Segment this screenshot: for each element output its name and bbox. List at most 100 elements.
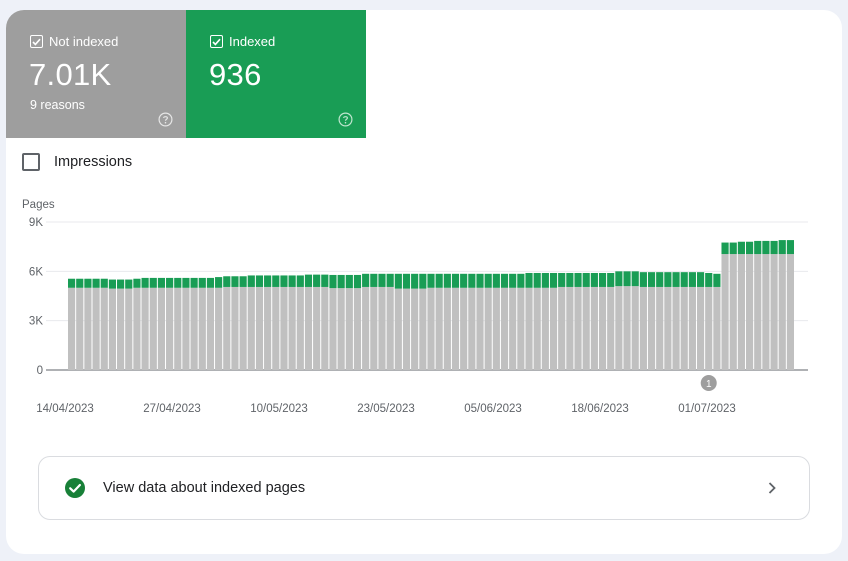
bar-not-indexed [76,287,84,370]
bar-indexed [304,274,313,287]
bar-not-indexed [509,287,517,370]
bar-not-indexed [729,254,737,370]
bar-indexed [100,278,108,288]
impressions-toggle[interactable]: Impressions [22,153,132,171]
help-icon[interactable] [338,112,353,127]
bar-indexed [598,272,607,287]
not-indexed-tile[interactable]: Not indexed 7.01K 9 reasons [6,10,186,138]
bar-not-indexed [631,286,639,370]
bar-indexed [533,272,541,288]
bar-not-indexed [533,287,541,370]
bar-not-indexed [231,286,239,370]
bar-indexed [182,277,190,288]
view-indexed-pages-link[interactable]: View data about indexed pages [38,456,810,520]
bar-indexed [786,240,794,255]
bar-indexed [264,275,272,287]
bar-indexed [541,272,549,288]
bar-indexed [108,279,117,289]
bar-indexed [92,278,100,288]
bar-not-indexed [623,286,631,370]
indexed-tile[interactable]: Indexed 936 [186,10,366,138]
bar-not-indexed [615,286,623,370]
bar-indexed [517,273,525,288]
bar-not-indexed [223,286,231,370]
index-coverage-card: Not indexed 7.01K 9 reasons Indexed 936 … [6,10,842,554]
bar-indexed [321,274,329,287]
bar-indexed [762,240,770,255]
bar-indexed [166,277,174,288]
bar-not-indexed [468,287,476,370]
help-icon[interactable] [158,112,173,127]
bar-not-indexed [492,287,500,370]
bar-not-indexed [558,286,566,370]
bar-indexed [247,275,255,287]
bar-not-indexed [353,288,362,370]
checkbox-checked-icon[interactable] [210,35,223,48]
bar-indexed [574,272,582,287]
bar-indexed [460,273,468,288]
bar-indexed [411,273,419,289]
x-tick-label: 23/05/2023 [357,403,415,415]
bar-indexed [713,273,721,287]
bar-indexed [386,273,394,287]
bar-not-indexed [108,288,117,370]
indexed-count: 936 [209,57,262,92]
bar-not-indexed [329,288,337,370]
bar-not-indexed [117,288,125,370]
bar-not-indexed [778,254,786,370]
bar-not-indexed [476,287,484,370]
bar-not-indexed [713,286,721,370]
bar-not-indexed [394,288,402,370]
chevron-right-icon [768,482,776,494]
bar-not-indexed [313,286,321,370]
bar-not-indexed [696,286,705,370]
bar-not-indexed [754,254,762,370]
bar-not-indexed [296,286,304,370]
annotation-marker [700,375,717,391]
impressions-checkbox[interactable] [22,153,40,171]
bar-indexed [68,278,76,288]
bar-not-indexed [337,288,345,370]
bar-indexed [362,273,370,287]
bar-not-indexed [517,287,525,370]
bar-not-indexed [656,286,664,370]
x-tick-label: 05/06/2023 [464,403,522,415]
bar-not-indexed [549,287,558,370]
checkbox-checked-icon[interactable] [30,35,43,48]
y-tick-label: 3K [29,316,43,328]
bar-indexed [190,277,198,288]
x-tick-label: 27/04/2023 [143,403,201,415]
bar-indexed [590,272,598,287]
bar-indexed [476,273,484,288]
bar-indexed [656,272,664,287]
not-indexed-count: 7.01K [29,57,112,92]
bar-not-indexed [541,287,549,370]
bar-not-indexed [672,286,680,370]
bar-indexed [394,273,402,289]
bar-indexed [133,278,141,288]
bar-not-indexed [721,254,729,370]
bar-indexed [215,277,223,288]
bar-indexed [607,272,615,287]
bar-indexed [451,273,460,288]
bar-indexed [223,276,231,287]
bar-not-indexed [288,286,296,370]
bar-not-indexed [149,287,157,370]
bar-indexed [231,276,239,287]
bar-not-indexed [411,288,419,370]
bar-indexed [117,279,125,289]
bar-indexed [353,274,362,289]
bar-indexed [84,278,92,288]
bar-indexed [500,273,509,288]
bar-not-indexed [100,287,108,370]
bar-not-indexed [264,286,272,370]
bar-not-indexed [582,286,590,370]
bar-indexed [558,272,566,287]
bar-not-indexed [598,286,607,370]
indexed-label: Indexed [229,34,276,49]
bar-indexed [688,272,696,287]
bar-indexed [329,274,337,289]
bar-indexed [737,241,745,255]
bar-indexed [378,273,386,287]
x-tick-label: 18/06/2023 [571,403,629,415]
